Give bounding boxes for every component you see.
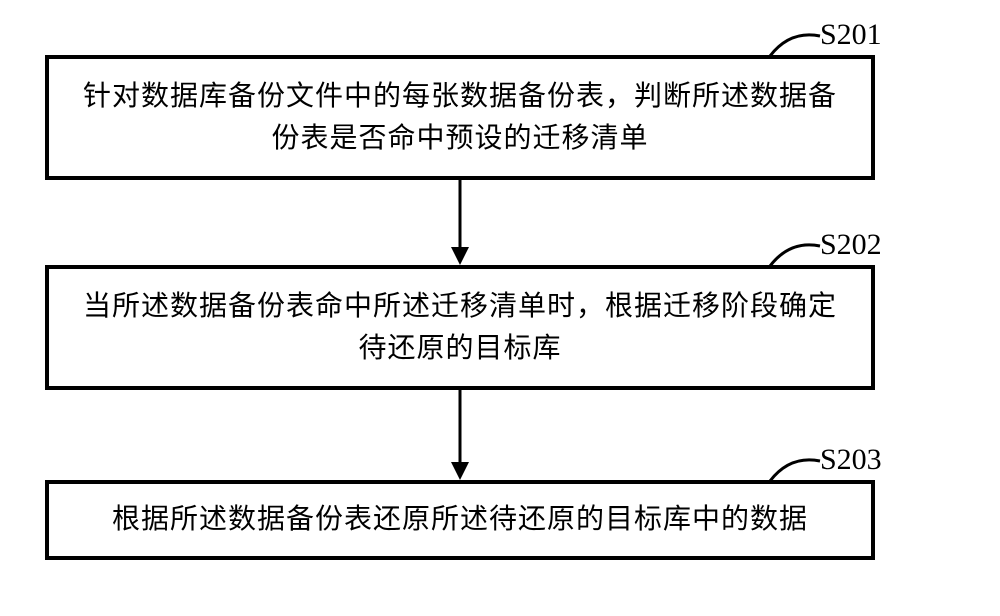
flowchart-canvas: 针对数据库备份文件中的每张数据备份表，判断所述数据备份表是否命中预设的迁移清单 … <box>0 0 1000 616</box>
step-label-s201: S201 <box>820 18 882 52</box>
step-text-s203: 根据所述数据备份表还原所述待还原的目标库中的数据 <box>112 499 808 541</box>
step-box-s203: 根据所述数据备份表还原所述待还原的目标库中的数据 <box>45 480 875 560</box>
step-box-s202: 当所述数据备份表命中所述迁移清单时，根据迁移阶段确定待还原的目标库 <box>45 265 875 390</box>
step-label-s203: S203 <box>820 443 882 477</box>
step-box-s201: 针对数据库备份文件中的每张数据备份表，判断所述数据备份表是否命中预设的迁移清单 <box>45 55 875 180</box>
step-label-s202: S202 <box>820 228 882 262</box>
step-text-s202: 当所述数据备份表命中所述迁移清单时，根据迁移阶段确定待还原的目标库 <box>69 286 851 370</box>
step-text-s201: 针对数据库备份文件中的每张数据备份表，判断所述数据备份表是否命中预设的迁移清单 <box>69 76 851 160</box>
